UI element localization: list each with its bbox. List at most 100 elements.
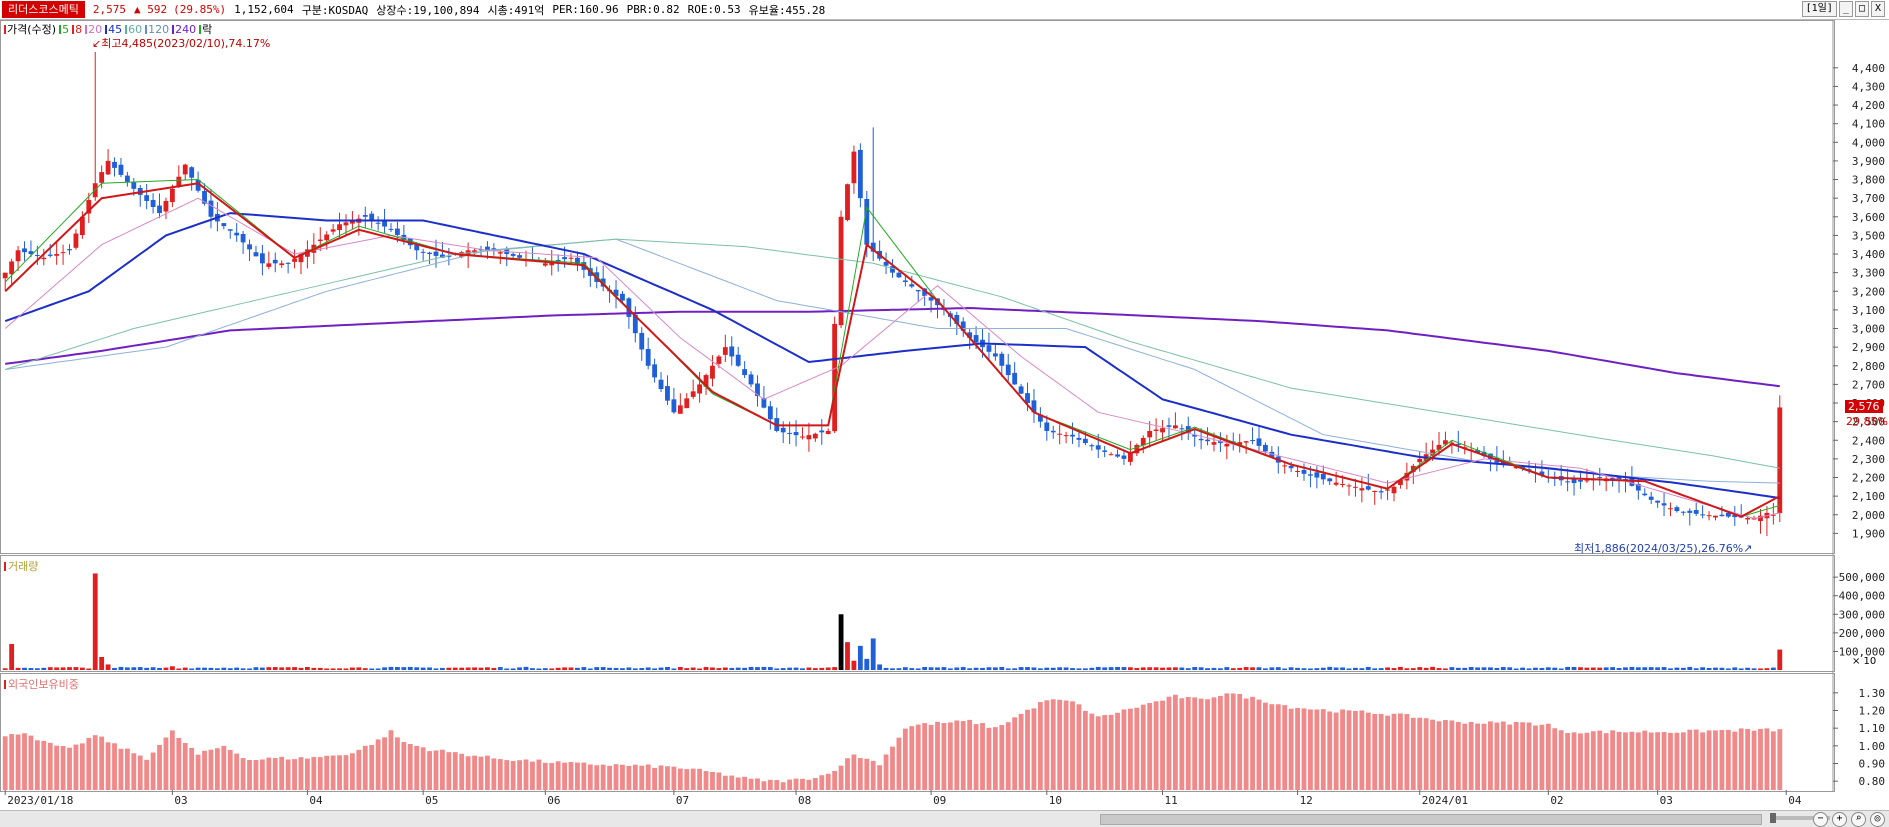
candle-body	[382, 221, 387, 227]
candle-body	[1713, 515, 1718, 518]
foreign-bar	[710, 772, 715, 790]
candle-body	[34, 254, 40, 256]
volume-bar	[1127, 667, 1133, 670]
candle-body	[349, 220, 355, 224]
volume-bar	[986, 667, 992, 670]
candle-body	[1635, 483, 1641, 491]
candle-body	[1693, 510, 1699, 514]
volume-bar	[485, 667, 490, 670]
price-tick-label: 2,300	[1852, 453, 1885, 466]
price-tick-label: 3,100	[1852, 304, 1885, 317]
foreign-bar	[857, 758, 863, 790]
x-tick-label: 2024/01	[1422, 794, 1468, 807]
candle-body	[1770, 514, 1776, 516]
candle-body	[47, 254, 53, 256]
volume-bar	[465, 667, 471, 670]
candle-body	[388, 228, 394, 230]
candle-body	[896, 272, 902, 278]
period-button[interactable]: [1일]	[1801, 1, 1837, 17]
candle-body	[639, 332, 645, 350]
candle-body	[1153, 429, 1159, 432]
candle-body	[79, 216, 85, 236]
foreign-bar	[1430, 719, 1436, 790]
volume-bar	[787, 667, 793, 670]
volume-bar	[1250, 667, 1255, 670]
foreign-bar	[182, 743, 188, 790]
candle-body	[613, 289, 619, 296]
minimize-button[interactable]: _	[1838, 1, 1853, 17]
volume-bar	[1134, 667, 1140, 670]
volume-bar	[735, 667, 741, 670]
foreign-bar	[1642, 730, 1648, 790]
x-tick-label: 02	[1550, 794, 1563, 807]
foreign-bar	[1295, 707, 1300, 790]
volume-bar	[1050, 667, 1056, 670]
volume-bar	[1423, 667, 1429, 670]
zoom-slider-knob[interactable]	[1770, 813, 1776, 823]
maximize-button[interactable]: □	[1854, 1, 1869, 17]
foreign-bar	[388, 730, 394, 790]
foreign-bar	[870, 760, 876, 790]
candle-body	[1648, 496, 1654, 500]
horizontal-scrollbar[interactable]: − + ⌕ ◎	[0, 810, 1889, 827]
zoom-slider[interactable]	[1770, 816, 1830, 820]
zoom-reset-icon[interactable]: ◎	[1870, 812, 1885, 827]
volume-bar	[1738, 668, 1744, 670]
candle-body	[742, 369, 748, 376]
volume-bar	[1314, 668, 1320, 670]
volume-bar	[285, 667, 291, 670]
foreign-bar	[1623, 732, 1628, 790]
candle-body	[1263, 444, 1268, 452]
foreign-bar	[851, 754, 857, 790]
foreign-bar	[1166, 696, 1172, 790]
foreign-bar	[800, 778, 805, 790]
volume-bar	[124, 667, 130, 670]
candle-body	[1584, 480, 1590, 482]
volume-bar	[1777, 649, 1783, 670]
foreign-bar	[420, 747, 426, 790]
foreign-bar	[337, 755, 342, 790]
zoom-in-icon[interactable]: +	[1832, 812, 1847, 827]
candle-body	[1250, 440, 1255, 442]
foreign-bar	[208, 749, 214, 790]
candle-body	[1668, 508, 1673, 510]
foreign-bar	[980, 722, 985, 790]
candle-body	[1687, 510, 1693, 513]
zoom-fit-icon[interactable]: ⌕	[1851, 812, 1866, 827]
volume-bar	[812, 668, 818, 670]
zoom-out-icon[interactable]: −	[1813, 812, 1828, 827]
volume-bar	[99, 657, 105, 670]
volume-bar	[729, 667, 735, 670]
foreign-bar	[793, 778, 799, 790]
foreign-bar	[1044, 700, 1050, 790]
candle-body	[99, 172, 105, 183]
volume-bar	[1108, 667, 1114, 670]
foreign-bar	[1263, 702, 1268, 790]
stock-chart[interactable]: 1,9002,0002,1002,2002,3002,4002,5002,600…	[0, 20, 1889, 810]
stock-name[interactable]: 리더스코스메틱	[2, 1, 85, 18]
low-annotation: 최저1,886(2024/03/25),26.76%↗	[1574, 542, 1753, 555]
volume-bar	[568, 667, 574, 670]
volume-bar	[947, 668, 953, 670]
volume-bar	[639, 668, 645, 670]
candle-body	[967, 332, 973, 338]
foreign-bar	[34, 740, 40, 790]
volume-bar	[755, 667, 760, 670]
scroll-thumb[interactable]	[1100, 814, 1762, 825]
candle-body	[433, 251, 439, 256]
candle-body	[1057, 433, 1063, 435]
foreign-bar	[767, 779, 773, 790]
candle-body	[1597, 477, 1603, 479]
x-tick-label: 2023/01/18	[7, 794, 73, 807]
volume-bar	[221, 667, 227, 670]
foreign-bar	[954, 720, 960, 790]
legend-ma20: 20	[85, 21, 102, 37]
volume-bar	[857, 645, 863, 670]
foreign-bar	[349, 753, 355, 790]
volume-bar	[349, 667, 355, 670]
legend-ma240: 240	[172, 21, 196, 37]
foreign-bar	[1597, 730, 1603, 790]
volume-bar	[1063, 667, 1069, 670]
close-button[interactable]: X	[1870, 1, 1885, 17]
candle-body	[632, 314, 638, 334]
